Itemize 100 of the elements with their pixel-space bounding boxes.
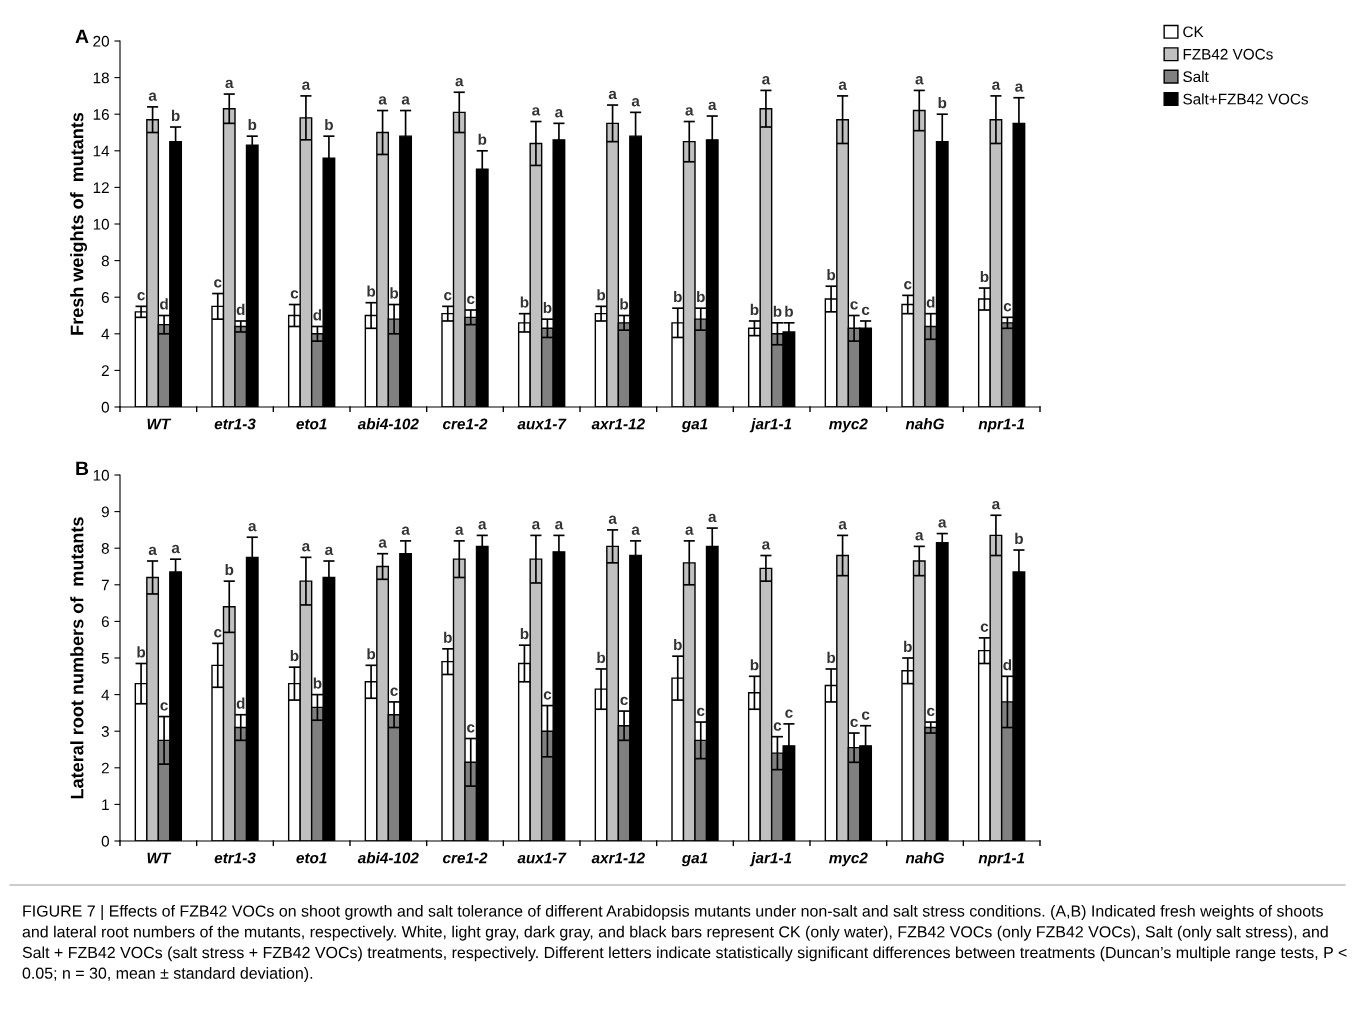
x-tick-label: ga1: [681, 418, 708, 433]
data-label: c: [390, 687, 398, 696]
x-tick-label: cre1-2: [442, 852, 488, 864]
data-label: a: [248, 522, 257, 532]
y-axis-title: Fresh weights of mutants: [70, 112, 88, 335]
x-tick-label: WT: [147, 418, 172, 430]
data-label: a: [608, 515, 617, 524]
data-label: b: [597, 651, 606, 664]
legend-label: CK: [1183, 26, 1204, 38]
y-tick-label: 0: [101, 401, 109, 413]
text: A: [75, 29, 89, 44]
data-label: a: [631, 98, 640, 107]
data-label: b: [325, 118, 333, 131]
data-label: c: [467, 295, 475, 305]
y-tick-label: 9: [101, 506, 109, 518]
x-tick-label: aux1-7: [517, 852, 567, 864]
y-axis-title: Lateral root numbers of mutants: [70, 517, 84, 799]
x-tick-label: jar1-1: [749, 852, 792, 867]
legend-label: FZB42 VOCs: [1183, 48, 1273, 60]
caption: FIGURE 7 | Effects of FZB42 VOCs on shoot growth and salt tolerance of different Arabidopsis mutants under non-salt and salt stress conditions. (A,B) Indicated fresh weights of shoots and lateral root numbers of the mutants, respectively. White, light gray, dark gray, and black bars represent CK (only water), FZB42 VOCs (only FZB42 VOCs), Salt (only salt stress), and Salt + FZB42 VOCs (salt stress + FZB42 VOCs) treatments, respectively. Different letters indicate statistically significant differences between treatments (Duncan’s multiple range tests, P < 0.05; n = 30, mean ± standard deviation).: [22, 905, 1347, 982]
data-label: a: [915, 76, 924, 85]
data-label: c: [785, 709, 793, 718]
data-label: a: [938, 519, 947, 528]
data-label: c: [543, 691, 552, 700]
data-label: a: [148, 92, 157, 101]
data-label: a: [555, 109, 564, 118]
y-tick-label: 2: [101, 365, 109, 376]
data-label: b: [520, 296, 529, 308]
legend-label: Salt: [1183, 70, 1209, 83]
data-label: b: [225, 563, 234, 576]
data-label: a: [685, 107, 694, 116]
data-label: a: [325, 546, 334, 556]
data-label: c: [861, 711, 870, 720]
data-label: b: [980, 270, 989, 283]
data-label: b: [674, 291, 682, 303]
data-label: b: [520, 628, 529, 640]
data-label: a: [378, 96, 387, 105]
data-label: a: [838, 81, 847, 90]
x-tick-label: jar1-1: [749, 418, 792, 433]
y-tick-label: 8: [101, 543, 109, 554]
y-tick-label: 1: [102, 799, 109, 810]
data-label: b: [674, 639, 682, 651]
data-label: b: [367, 648, 376, 660]
y-tick-label: 4: [101, 328, 110, 340]
data-label: b: [827, 651, 836, 664]
x-tick-label: etr1-3: [214, 852, 256, 864]
data-label: c: [980, 623, 989, 632]
x-tick-label: axr1-12: [591, 418, 645, 430]
data-label: a: [225, 79, 234, 89]
data-label: c: [1003, 303, 1012, 312]
data-label: a: [455, 77, 464, 87]
y-tick-label: 12: [93, 182, 109, 193]
x-tick-label: npr1-1: [978, 852, 1025, 867]
data-label: a: [302, 81, 311, 90]
data-label: a: [1015, 83, 1024, 92]
data-label: a: [762, 76, 771, 85]
x-tick-label: nahG: [905, 418, 945, 430]
data-label: a: [302, 543, 311, 552]
data-label: c: [927, 707, 935, 717]
y-tick-label: 5: [101, 653, 109, 664]
data-label: b: [750, 303, 759, 316]
data-label: a: [838, 521, 847, 530]
x-tick-label: nahG: [905, 852, 945, 864]
y-tick-label: 18: [93, 72, 109, 84]
data-label: b: [827, 269, 836, 281]
data-label: a: [708, 101, 717, 111]
data-label: b: [290, 649, 299, 662]
data-label: a: [631, 526, 640, 535]
x-tick-label: eto1: [296, 852, 327, 864]
data-label: c: [214, 279, 222, 288]
data-label: a: [762, 541, 771, 550]
x-tick-label: abi4-102: [357, 852, 419, 864]
data-label: b: [773, 305, 782, 317]
data-label: a: [685, 526, 694, 535]
data-label: c: [467, 724, 475, 733]
data-label: a: [148, 546, 157, 556]
y-tick-label: 6: [101, 292, 109, 303]
data-label: c: [904, 281, 912, 290]
y-tick-label: 16: [93, 109, 109, 120]
x-tick-label: axr1-12: [591, 852, 645, 864]
data-label: b: [444, 631, 452, 643]
data-label: c: [137, 292, 145, 301]
y-tick-label: 6: [101, 616, 109, 628]
data-label: a: [378, 539, 387, 548]
data-label: c: [773, 722, 782, 731]
data-label: b: [1015, 532, 1023, 545]
data-label: b: [938, 97, 947, 109]
data-label: a: [992, 81, 1001, 90]
data-label: b: [785, 305, 793, 317]
data-label: c: [861, 306, 870, 316]
data-label: c: [214, 629, 222, 638]
y-tick-label: 10: [93, 469, 109, 481]
data-label: c: [620, 696, 628, 706]
data-label: b: [620, 298, 629, 310]
x-tick-label: myc2: [829, 852, 868, 867]
data-label: d: [160, 298, 168, 310]
data-label: d: [236, 303, 245, 316]
data-label: b: [313, 677, 322, 689]
data-label: a: [915, 532, 924, 541]
data-label: a: [555, 521, 564, 530]
